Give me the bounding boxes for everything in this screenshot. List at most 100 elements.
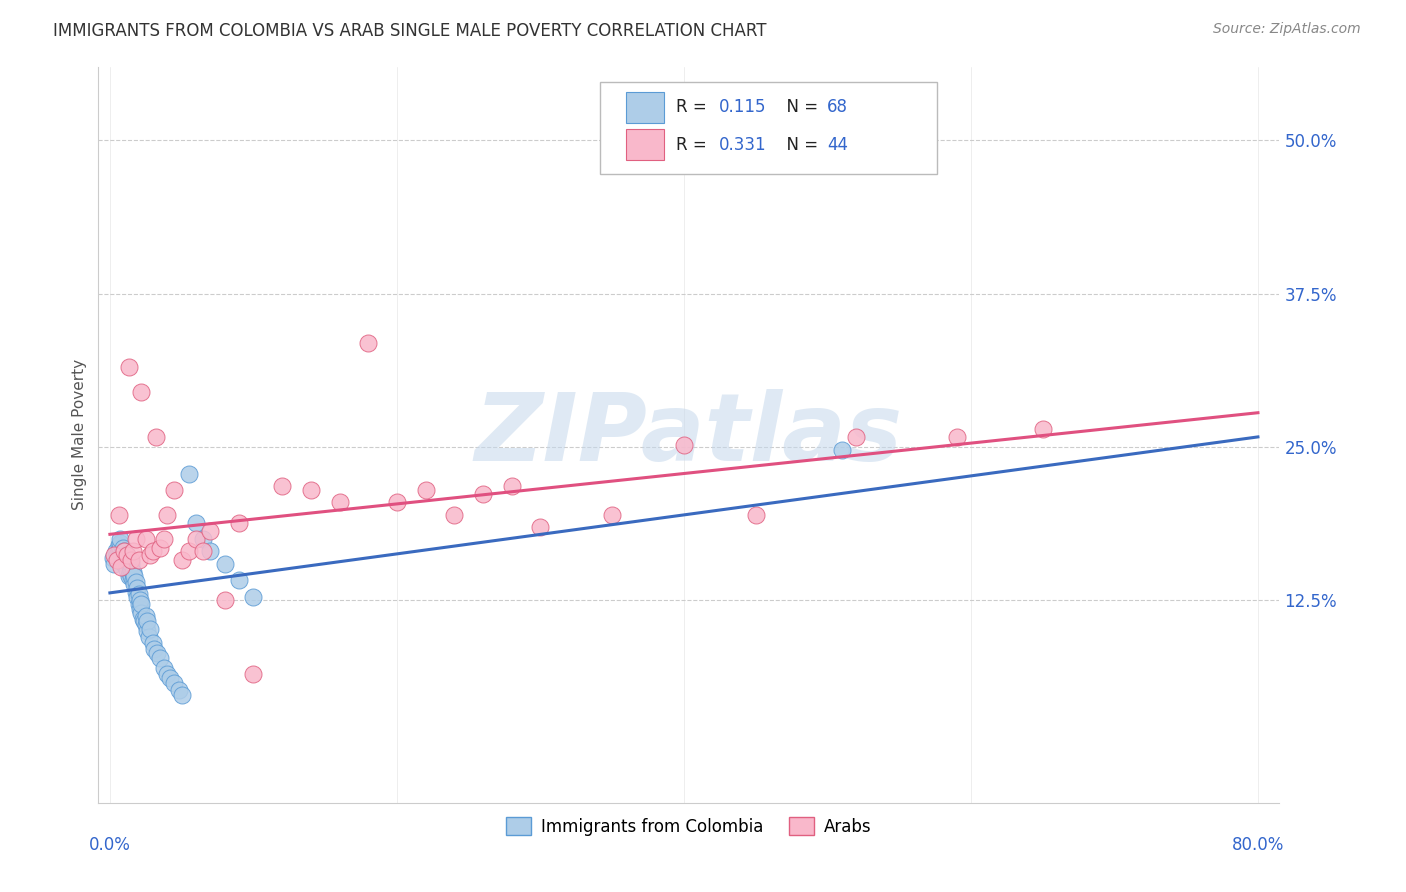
- Point: [128, 587, 150, 601]
- Point: [242, 590, 264, 604]
- Point: [156, 508, 179, 522]
- Point: [228, 516, 250, 530]
- Point: [111, 541, 134, 555]
- Point: [129, 602, 152, 616]
- Point: [129, 593, 152, 607]
- Point: [112, 544, 135, 558]
- Point: [328, 495, 350, 509]
- Point: [108, 541, 131, 555]
- Point: [111, 550, 134, 565]
- Point: [127, 590, 149, 604]
- FancyBboxPatch shape: [626, 92, 664, 123]
- Point: [184, 532, 207, 546]
- Point: [170, 553, 193, 567]
- Point: [177, 544, 200, 558]
- Point: [105, 553, 128, 567]
- Text: R =: R =: [676, 98, 711, 117]
- Point: [108, 535, 131, 549]
- Point: [115, 553, 138, 567]
- Point: [132, 612, 155, 626]
- Text: N =: N =: [776, 136, 824, 153]
- Point: [115, 548, 138, 562]
- Point: [1032, 422, 1054, 436]
- Point: [128, 553, 150, 567]
- Point: [214, 557, 236, 571]
- Point: [184, 516, 207, 530]
- Point: [108, 532, 131, 546]
- Point: [228, 573, 250, 587]
- Point: [131, 597, 153, 611]
- Text: 0.115: 0.115: [718, 98, 766, 117]
- Point: [299, 483, 322, 497]
- Point: [271, 479, 294, 493]
- Y-axis label: Single Male Poverty: Single Male Poverty: [72, 359, 87, 510]
- Legend: Immigrants from Colombia, Arabs: Immigrants from Colombia, Arabs: [499, 811, 879, 842]
- Point: [120, 557, 142, 571]
- Point: [115, 563, 138, 577]
- Point: [200, 544, 222, 558]
- Point: [110, 553, 132, 567]
- Point: [142, 636, 165, 650]
- Point: [117, 360, 139, 375]
- Point: [125, 574, 148, 589]
- Point: [136, 624, 159, 639]
- Point: [139, 622, 162, 636]
- Point: [125, 585, 148, 599]
- Text: 44: 44: [827, 136, 848, 153]
- Point: [156, 667, 179, 681]
- Point: [128, 597, 150, 611]
- Point: [163, 675, 186, 690]
- Point: [124, 569, 146, 583]
- Text: R =: R =: [676, 136, 711, 153]
- Point: [125, 532, 148, 546]
- Point: [101, 550, 124, 565]
- Point: [107, 508, 129, 522]
- FancyBboxPatch shape: [600, 81, 936, 174]
- Point: [167, 683, 190, 698]
- Point: [107, 544, 129, 558]
- Text: 80.0%: 80.0%: [1232, 836, 1284, 854]
- FancyBboxPatch shape: [626, 129, 664, 160]
- Point: [131, 384, 153, 399]
- Text: N =: N =: [776, 98, 824, 117]
- Point: [145, 430, 167, 444]
- Point: [143, 642, 166, 657]
- Point: [114, 550, 136, 565]
- Point: [104, 544, 127, 558]
- Point: [139, 548, 162, 562]
- Point: [105, 548, 128, 562]
- Point: [120, 569, 142, 583]
- Text: 68: 68: [827, 98, 848, 117]
- Point: [744, 508, 766, 522]
- Point: [831, 442, 853, 457]
- Point: [117, 557, 139, 571]
- Text: ZIPatlas: ZIPatlas: [475, 389, 903, 481]
- Point: [121, 573, 143, 587]
- Point: [472, 487, 495, 501]
- Point: [127, 581, 149, 595]
- Point: [242, 667, 264, 681]
- Point: [112, 544, 135, 558]
- Point: [103, 557, 125, 571]
- Point: [501, 479, 523, 493]
- Point: [110, 560, 132, 574]
- Point: [170, 688, 193, 702]
- Point: [385, 495, 408, 509]
- Text: IMMIGRANTS FROM COLOMBIA VS ARAB SINGLE MALE POVERTY CORRELATION CHART: IMMIGRANTS FROM COLOMBIA VS ARAB SINGLE …: [53, 22, 766, 40]
- Point: [115, 548, 138, 562]
- Point: [149, 541, 172, 555]
- Point: [117, 569, 139, 583]
- Point: [146, 646, 169, 660]
- Point: [114, 557, 136, 571]
- Point: [945, 430, 967, 444]
- Point: [149, 651, 172, 665]
- Point: [121, 566, 143, 580]
- Point: [112, 557, 135, 571]
- Point: [136, 614, 159, 628]
- Point: [135, 609, 157, 624]
- Point: [118, 566, 141, 580]
- Point: [443, 508, 465, 522]
- Point: [121, 544, 143, 558]
- Point: [142, 544, 165, 558]
- Point: [163, 483, 186, 497]
